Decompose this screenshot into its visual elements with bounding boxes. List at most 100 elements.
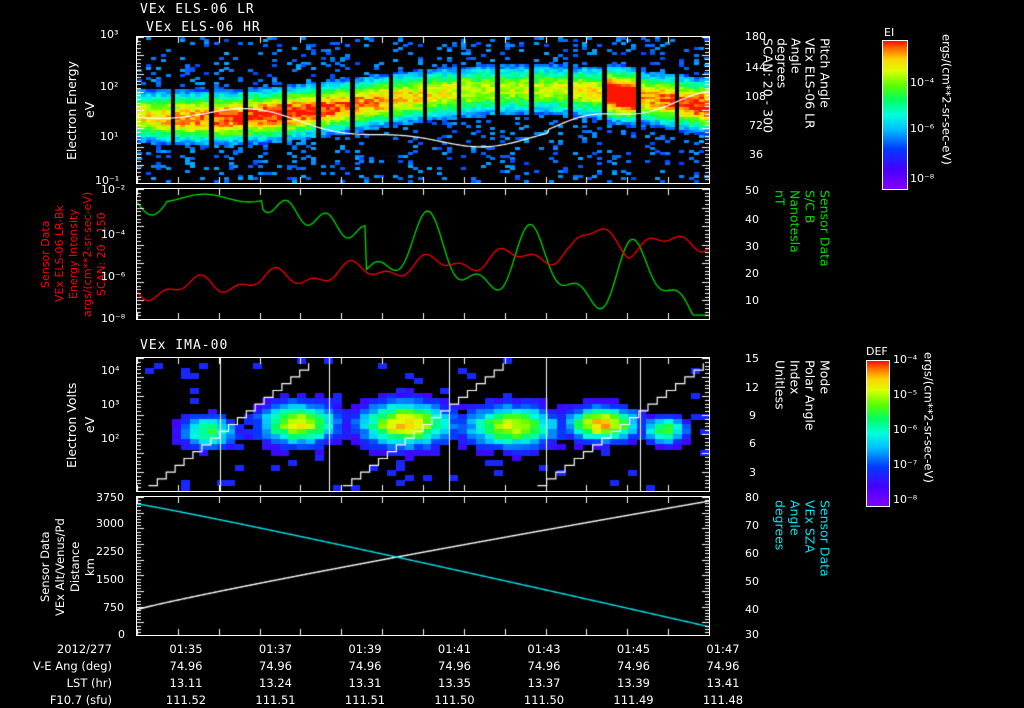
panel3-right-label-polar-angle: Polar Angle	[802, 360, 818, 431]
panel2-left-label-scan: SCAN: 20 - 150	[95, 212, 108, 296]
panel3-ima-spectrogram	[136, 357, 710, 492]
panel2-left-label-units: args/(cm**2-sr-sec-eV)	[81, 191, 94, 317]
panel2-intensity-and-bfield	[136, 188, 710, 320]
panel2-left-label-energy-intensity: Energy Intensity	[67, 209, 80, 299]
panel1-ytick-2: 10¹	[100, 130, 119, 143]
table-cell-r3-c2: 111.51	[344, 693, 386, 707]
colorbar-ei-tick-0: 10⁻⁴	[910, 76, 935, 89]
table-cell-r1-c6: 74.96	[706, 659, 740, 673]
panel3-left-axis-label: Electron Volts	[64, 382, 79, 468]
table-cell-r2-c6: 13.41	[706, 676, 740, 690]
panel1-ytick-1: 10²	[100, 80, 119, 93]
panel4-right-ytick-4: 40	[745, 603, 759, 616]
colorbar-ei-tick-1: 10⁻⁶	[910, 122, 935, 135]
panel1-right-label-angle: Angle	[788, 38, 804, 74]
panel4-right-ytick-3: 50	[745, 575, 759, 588]
panel4-right-ytick-2: 60	[745, 547, 759, 560]
panel4-ytick-0: 3750	[96, 491, 124, 504]
panel3-right-ytick-4: 3	[749, 466, 756, 479]
panel4-ytick-4: 750	[103, 601, 124, 614]
panel4-left-label-km: km	[83, 558, 97, 576]
colorbar-ei-title: EI	[884, 26, 895, 39]
table-cell-r2-c0: 13.11	[169, 676, 203, 690]
panel3-right-ytick-1: 12	[745, 381, 759, 394]
colorbar-ei-units: ergs/(cm**2-sr-sec-eV)	[939, 34, 954, 165]
table-cell-r1-c1: 74.96	[259, 659, 292, 673]
panel1-ytick-0: 10³	[100, 28, 119, 41]
panel1-right-ytick-1: 144	[745, 61, 766, 74]
table-cell-r2-c2: 13.31	[348, 676, 382, 690]
panel3-title: VEx IMA-00	[140, 338, 229, 353]
table-row-label-1: V-E Ang (deg)	[32, 659, 112, 673]
colorbar-def-units: ergs/(cm**2-sr-sec-eV)	[921, 352, 936, 483]
colorbar-def-tick-0: 10⁻⁴	[893, 353, 918, 366]
table-cell-r1-c5: 74.96	[617, 659, 650, 673]
table-cell-r3-c0: 111.52	[165, 693, 207, 707]
table-cell-r3-c3: 111.50	[434, 693, 475, 707]
panel2-ytick-0: 10⁻²	[101, 183, 126, 196]
panel1-left-axis-label: Electron Energy	[64, 60, 79, 160]
panel2-ytick-1: 10⁻⁴	[101, 228, 126, 241]
panel2-right-label-sc-b: S/C B	[802, 190, 818, 224]
panel3-right-label-unitless: Unitless	[772, 360, 788, 410]
panel4-right-label-sza: VEx SZA	[802, 500, 818, 553]
panel1-left-axis-units: eV	[82, 101, 97, 119]
table-cell-r2-c5: 13.39	[617, 676, 650, 690]
table-cell-r0-c6: 01:47	[706, 642, 740, 656]
colorbar-def-tick-2: 10⁻⁶	[893, 423, 918, 436]
panel3-ytick-1: 10³	[101, 398, 120, 411]
panel4-right-label-angle: Angle	[787, 500, 803, 536]
panel1-right-ytick-3: 72	[749, 119, 763, 132]
panel2-left-label-instrument: VEx ELS-06 LR-Bk	[53, 205, 66, 303]
panel4-left-label-alt: VEx Alt/Venus/Pd	[53, 518, 67, 616]
table-row-label-2: LST (hr)	[66, 676, 112, 690]
panel2-right-ytick-4: 10	[745, 294, 759, 307]
panel4-left-label-distance: Distance	[68, 541, 82, 593]
panel1-ytick-3: 10⁻¹	[95, 174, 120, 187]
table-cell-r2-c3: 13.35	[438, 676, 471, 690]
panel1-right-ytick-0: 180	[745, 30, 766, 43]
colorbar-ei	[882, 40, 908, 190]
table-row-label-0: 2012/277	[56, 642, 112, 656]
panel1-electron-energy-spectrogram	[136, 36, 710, 184]
panel4-right-ytick-1: 70	[745, 519, 759, 532]
colorbar-def-tick-4: 10⁻⁸	[893, 493, 918, 506]
table-cell-r0-c4: 01:43	[527, 642, 561, 656]
panel1-right-label-pitch-angle: Pitch Angle	[817, 38, 833, 108]
panel2-right-ytick-1: 40	[745, 213, 759, 226]
panel2-left-label-sensor-data: Sensor Data	[39, 220, 52, 288]
panel3-ytick-0: 10⁴	[101, 364, 120, 377]
table-cell-r3-c4: 111.50	[523, 693, 565, 707]
table-cell-r3-c5: 111.49	[613, 693, 654, 707]
panel4-right-ytick-0: 80	[745, 491, 759, 504]
panel3-left-axis-units: eV	[82, 416, 97, 434]
table-cell-r2-c4: 13.37	[527, 676, 561, 690]
colorbar-def	[866, 360, 890, 507]
panel4-right-label-degrees: degrees	[772, 500, 788, 551]
table-cell-r0-c5: 01:45	[616, 642, 651, 656]
panel3-right-label-mode: Mode	[817, 360, 833, 395]
table-cell-r3-c6: 111.48	[702, 693, 744, 707]
panel4-ytick-5: 0	[118, 628, 125, 641]
colorbar-def-tick-3: 10⁻⁷	[893, 458, 918, 471]
colorbar-ei-tick-2: 10⁻⁸	[910, 172, 935, 185]
panel4-ytick-1: 3000	[96, 517, 124, 530]
panel2-ytick-3: 10⁻⁸	[101, 312, 126, 325]
colorbar-def-title: DEF	[866, 345, 888, 358]
panel2-right-ytick-3: 20	[745, 267, 759, 280]
table-cell-r1-c4: 74.96	[527, 659, 561, 673]
panel2-right-label-nanotesla: Nanotesla	[787, 190, 803, 253]
panel1-title-lr: VEx ELS-06 LR	[140, 2, 255, 17]
panel1-right-label-instrument: VEx ELS-06 LR	[802, 38, 818, 129]
panel4-ytick-2: 2250	[96, 545, 124, 558]
panel1-right-ytick-2: 108	[745, 90, 766, 103]
table-cell-r1-c0: 74.96	[169, 659, 203, 673]
panel4-right-label-sensor-data: Sensor Data	[817, 500, 833, 577]
table-cell-r0-c3: 01:41	[437, 642, 472, 656]
panel2-ytick-2: 10⁻⁶	[101, 270, 126, 283]
panel4-right-ytick-5: 30	[745, 628, 759, 641]
panel1-title-hr: VEx ELS-06 HR	[146, 20, 261, 35]
table-cell-r0-c1: 01:37	[258, 642, 293, 656]
table-cell-r2-c1: 13.24	[259, 676, 292, 690]
